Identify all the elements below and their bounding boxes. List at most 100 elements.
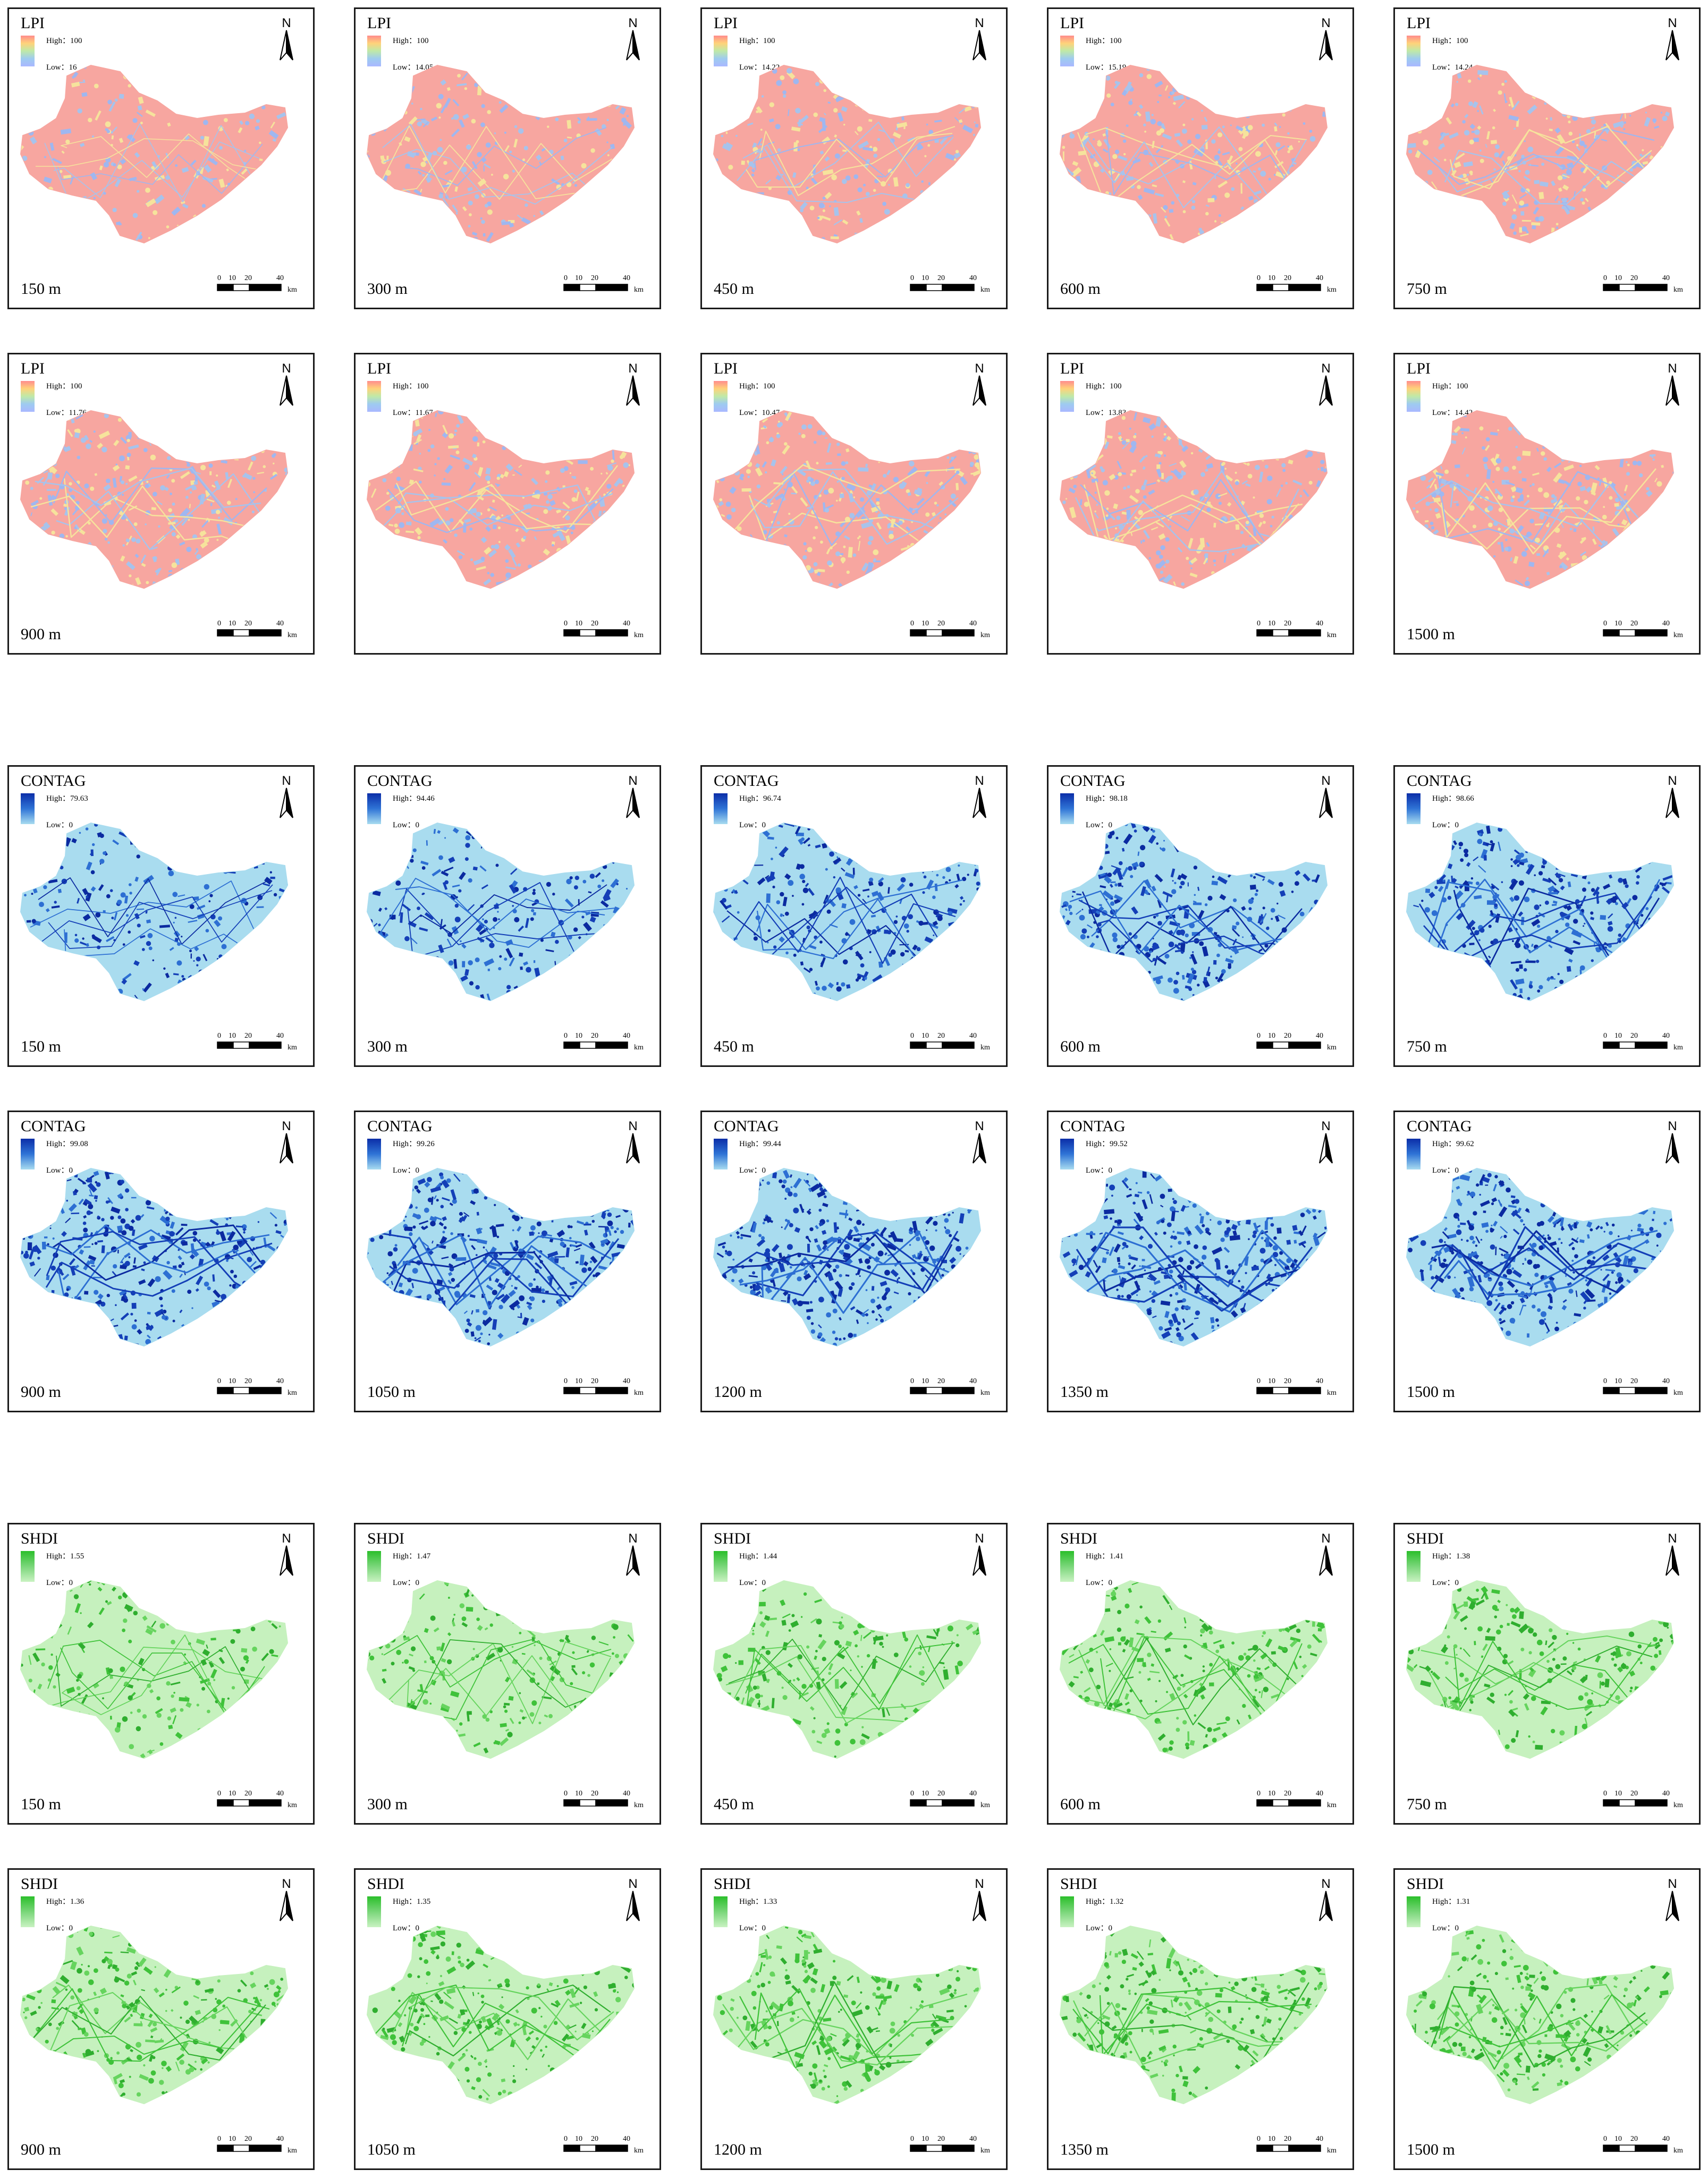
- landscape-patch: [1191, 206, 1196, 210]
- landscape-patch: [1441, 566, 1445, 572]
- landscape-patch: [382, 478, 387, 482]
- landscape-patch: [221, 215, 227, 222]
- landscape-patch: [477, 178, 487, 187]
- landscape-patch: [257, 192, 264, 199]
- landscape-patch: [153, 210, 158, 215]
- landscape-patch: [82, 888, 89, 895]
- landscape-patch: [122, 544, 125, 547]
- landscape-patch: [1168, 421, 1172, 426]
- landscape-patch: [1493, 168, 1496, 171]
- landscape-patch: [281, 567, 287, 574]
- landscape-patch: [526, 967, 531, 973]
- landscape-patch: [84, 557, 89, 562]
- landscape-patch: [1286, 414, 1292, 420]
- landscape-patch: [625, 562, 630, 569]
- landscape-patch: [1674, 413, 1677, 416]
- landscape-patch: [129, 574, 132, 578]
- landscape-patch: [1527, 495, 1529, 498]
- landscape-patch: [252, 941, 258, 952]
- landscape-patch: [277, 80, 279, 82]
- landscape-patch: [951, 424, 957, 426]
- landscape-patch: [266, 216, 270, 219]
- landscape-patch: [891, 422, 897, 431]
- landscape-patch: [1208, 75, 1212, 79]
- landscape-patch: [26, 541, 31, 545]
- landscape-patch: [472, 833, 475, 835]
- landscape-patch: [1109, 473, 1116, 480]
- landscape-patch: [895, 574, 898, 576]
- landscape-patch: [731, 191, 734, 193]
- landscape-patch: [878, 129, 885, 133]
- scale-tick-label: 40: [1662, 620, 1670, 628]
- landscape-patch: [226, 501, 231, 505]
- landscape-patch: [451, 128, 460, 138]
- landscape-patch: [1061, 527, 1064, 530]
- landscape-patch: [262, 587, 266, 588]
- landscape-patch: [1529, 544, 1536, 550]
- landscape-patch: [496, 421, 502, 427]
- landscape-patch: [1254, 83, 1259, 90]
- landscape-patch: [1282, 113, 1286, 117]
- landscape-patch: [1455, 57, 1464, 63]
- landscape-patch: [214, 411, 218, 414]
- landscape-patch: [1466, 401, 1472, 406]
- landscape-patch: [224, 853, 226, 855]
- landscape-patch: [1304, 82, 1310, 88]
- landscape-patch: [890, 450, 897, 456]
- landscape-patch: [128, 930, 131, 934]
- scale-tick-label: 10: [229, 1032, 236, 1040]
- landscape-patch: [1440, 88, 1443, 93]
- landscape-patch: [27, 831, 38, 835]
- landscape-patch: [1410, 457, 1415, 462]
- index-name: CONTAG: [367, 772, 433, 790]
- landscape-patch: [932, 239, 938, 243]
- landscape-patch: [976, 101, 980, 108]
- landscape-patch: [741, 488, 751, 492]
- landscape-patch: [82, 571, 91, 576]
- landscape-patch: [806, 479, 810, 483]
- landscape-patch: [471, 161, 478, 170]
- scale-segment: [249, 1041, 282, 1049]
- landscape-patch: [1201, 237, 1206, 241]
- landscape-patch: [394, 416, 399, 422]
- landscape-patch: [99, 165, 103, 171]
- landscape-patch: [485, 937, 494, 943]
- landscape-patch: [1122, 139, 1127, 143]
- landscape-patch: [907, 492, 911, 496]
- landscape-patch: [1129, 444, 1137, 453]
- landscape-patch: [481, 884, 488, 889]
- landscape-patch: [1218, 148, 1221, 151]
- landscape-patch: [807, 476, 811, 480]
- landscape-patch: [825, 462, 832, 465]
- landscape-patch: [546, 882, 551, 887]
- landscape-patch: [1258, 522, 1263, 528]
- landscape-patch: [1521, 219, 1532, 222]
- landscape-patch: [443, 478, 446, 480]
- landscape-patch: [772, 207, 775, 210]
- landscape-patch: [77, 455, 81, 460]
- landscape-patch: [809, 65, 811, 66]
- landscape-patch: [37, 445, 39, 447]
- landscape-patch: [1101, 200, 1103, 202]
- landscape-patch: [907, 567, 916, 573]
- landscape-patch: [207, 565, 212, 571]
- landscape-patch: [1644, 156, 1648, 159]
- landscape-patch: [1068, 487, 1076, 494]
- landscape-patch: [1060, 540, 1061, 542]
- landscape-patch: [762, 418, 768, 423]
- landscape-patch: [1178, 101, 1186, 109]
- landscape-patch: [739, 204, 743, 208]
- landscape-patch: [947, 584, 952, 588]
- landscape-patch: [578, 224, 587, 231]
- landscape-patch: [108, 990, 112, 994]
- landscape-patch: [974, 121, 976, 123]
- landscape-patch: [1216, 231, 1220, 235]
- landscape-patch: [1155, 521, 1164, 528]
- landscape-patch: [1208, 236, 1210, 239]
- landscape-patch: [948, 523, 956, 534]
- landscape-patch: [363, 570, 365, 572]
- river-line: [1085, 127, 1307, 168]
- landscape-patch: [40, 451, 43, 454]
- landscape-patch: [1271, 80, 1274, 84]
- landscape-patch: [621, 226, 631, 231]
